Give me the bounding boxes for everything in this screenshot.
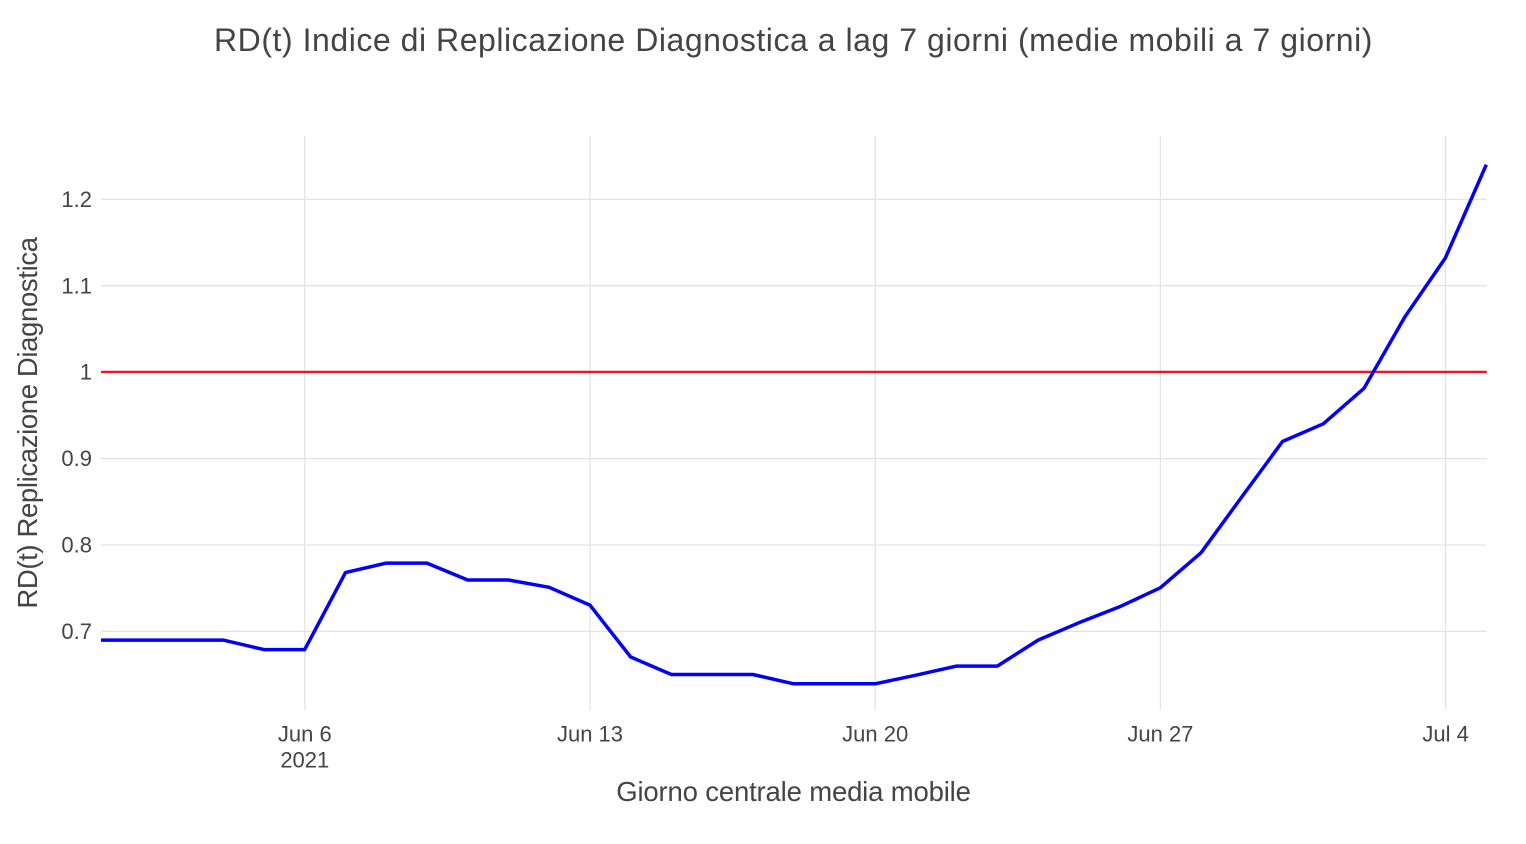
svg-text:2021: 2021 (280, 748, 329, 773)
svg-text:Jun 20: Jun 20 (842, 722, 908, 747)
svg-text:1: 1 (80, 360, 92, 385)
svg-text:0.9: 0.9 (61, 446, 92, 471)
svg-text:0.8: 0.8 (61, 533, 92, 558)
svg-text:RD(t) Indice di Replicazione D: RD(t) Indice di Replicazione Diagnostica… (214, 22, 1373, 58)
svg-text:RD(t) Replicazione Diagnostica: RD(t) Replicazione Diagnostica (12, 236, 43, 608)
svg-text:0.7: 0.7 (61, 619, 92, 644)
svg-text:Jun 13: Jun 13 (557, 722, 623, 747)
svg-text:Jun 27: Jun 27 (1127, 722, 1193, 747)
svg-text:Jul 4: Jul 4 (1422, 722, 1468, 747)
svg-text:1.2: 1.2 (61, 187, 92, 212)
svg-text:Giorno centrale media mobile: Giorno centrale media mobile (616, 776, 970, 807)
svg-text:Jun 6: Jun 6 (278, 722, 332, 747)
svg-text:1.1: 1.1 (61, 273, 92, 298)
